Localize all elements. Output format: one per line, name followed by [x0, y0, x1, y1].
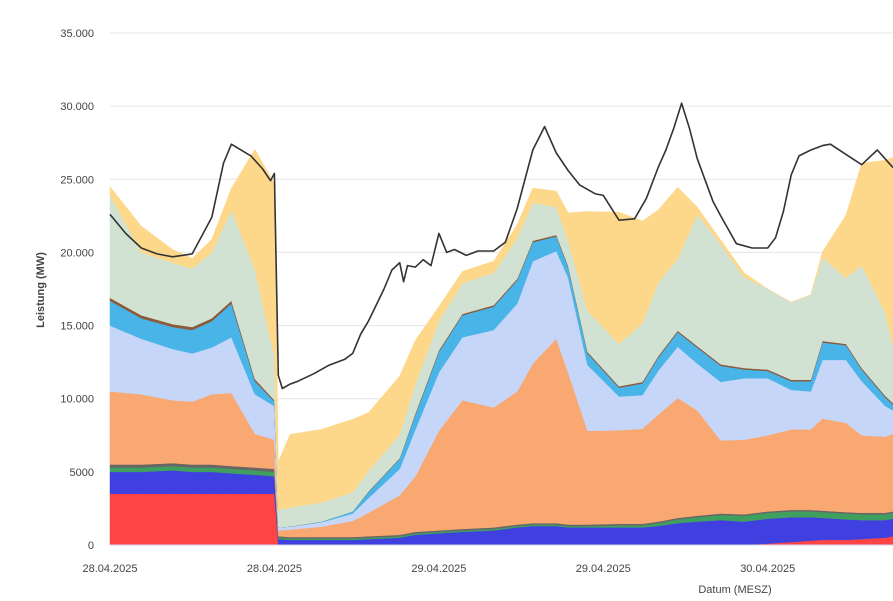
- x-tick-label: 28.04.2025: [82, 563, 137, 575]
- x-tick-label: 28.04.2025: [247, 563, 302, 575]
- x-tick-label: 30.04.2025: [740, 563, 795, 575]
- x-tick-labels: 28.04.2025 28.04.2025 29.04.2025 29.04.2025…: [82, 563, 795, 575]
- y-tick-label: 20.000: [60, 247, 94, 259]
- x-tick-label: 29.04.2025: [411, 563, 466, 575]
- y-tick-label: 0: [88, 540, 94, 552]
- y-tick-label: 5000: [70, 467, 94, 479]
- area-series-9: [109, 148, 893, 511]
- x-tick-label: 29.04.2025: [576, 563, 631, 575]
- y-tick-label: 15.000: [60, 321, 94, 333]
- load-line: [109, 102, 893, 390]
- load-line-group: [109, 102, 893, 390]
- x-axis-title: Datum (MESZ): [698, 584, 771, 596]
- stacked-areas: [109, 148, 893, 546]
- y-tick-label: 10.000: [60, 394, 94, 406]
- y-tick-labels: 0 5000 10.000 15.000 20.000 25.000 30.000 35.00…: [60, 28, 94, 552]
- y-tick-label: 35.000: [60, 28, 94, 40]
- y-tick-label: 25.000: [60, 174, 94, 186]
- y-tick-label: 30.000: [60, 101, 94, 113]
- y-axis-title: Leistung (MW): [35, 252, 47, 328]
